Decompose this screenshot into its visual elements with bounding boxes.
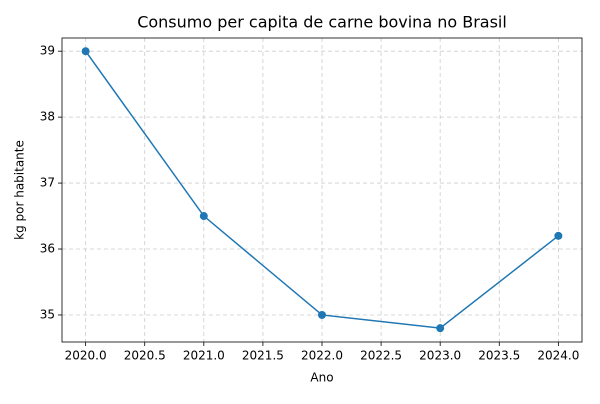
data-point (81, 47, 90, 56)
x-tick-label: 2023.0 (419, 349, 461, 363)
y-tick-label: 36 (40, 242, 55, 256)
x-tick-label: 2020.5 (124, 349, 166, 363)
x-tick-label: 2023.5 (478, 349, 520, 363)
x-tick-label: 2022.0 (301, 349, 343, 363)
x-tick-label: 2020.0 (65, 349, 107, 363)
y-tick-label: 37 (40, 176, 55, 190)
y-tick-label: 39 (40, 44, 55, 58)
data-point (436, 324, 445, 333)
y-axis-label: kg por habitante (13, 140, 27, 240)
data-point (554, 231, 563, 240)
x-tick-label: 2021.0 (183, 349, 225, 363)
data-point (199, 212, 208, 221)
x-tick-label: 2022.5 (360, 349, 402, 363)
plot-frame (61, 37, 583, 343)
data-point (318, 310, 326, 319)
chart-title: Consumo per capita de carne bovina no Br… (137, 13, 507, 32)
x-axis-label: Ano (310, 371, 333, 385)
x-tick-label: 2021.5 (242, 349, 284, 363)
x-tick-label: 2024.0 (537, 349, 579, 363)
y-tick-label: 35 (40, 307, 55, 321)
y-tick-label: 38 (40, 110, 55, 124)
